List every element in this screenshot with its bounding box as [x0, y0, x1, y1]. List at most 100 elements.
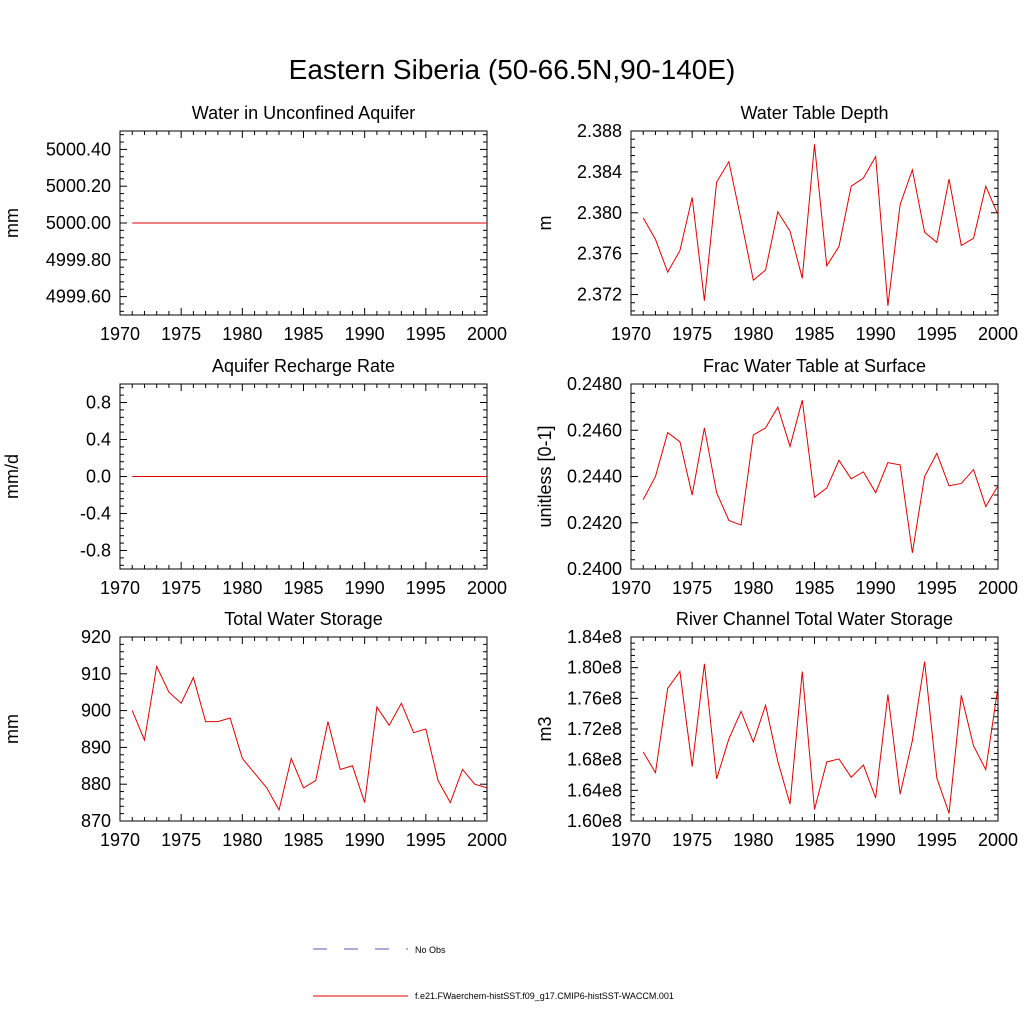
y-tick-label: 0.2460: [567, 420, 622, 440]
x-tick-label: 2000: [978, 324, 1018, 344]
y-tick-label: 1.76e8: [567, 688, 622, 708]
x-tick-label: 1975: [161, 324, 201, 344]
y-axis-label: mm: [2, 208, 22, 238]
chart-panel-6: River Channel Total Water Storage 1970 197…: [535, 609, 1018, 850]
series-line: [131, 664, 488, 812]
y-tick-label: 0.2480: [567, 374, 622, 394]
x-tick-label: 2000: [467, 578, 507, 598]
x-tick-label: 1995: [917, 578, 957, 598]
x-tick-label: 1995: [406, 578, 446, 598]
x-tick-label: 1980: [222, 324, 262, 344]
x-tick-label: 1990: [345, 324, 385, 344]
x-tick-label: 1990: [345, 578, 385, 598]
y-axis-label: unitless [0-1]: [535, 425, 555, 527]
y-tick-label: 880: [81, 774, 111, 794]
x-tick-label: 1995: [917, 830, 957, 850]
y-tick-label: 2.384: [577, 162, 622, 182]
chart-title: Total Water Storage: [224, 609, 382, 629]
y-tick-label: 2.388: [577, 121, 622, 141]
y-tick-label: 1.68e8: [567, 750, 622, 770]
y-tick-label: 0.8: [86, 393, 111, 413]
y-tick-label: 2.380: [577, 203, 622, 223]
y-tick-label: 900: [81, 701, 111, 721]
chart-title: River Channel Total Water Storage: [676, 609, 953, 629]
chart-panel-2: Water Table Depth 1970 1975 1980 1985 1990 199…: [535, 103, 1018, 344]
x-tick-label: 1985: [283, 324, 323, 344]
x-tick-label: 1975: [161, 830, 201, 850]
legend-label-model: f.e21.FWaerchem-histSST.f09_g17.CMIP6-hi…: [415, 991, 674, 1001]
plot-frame: [119, 636, 488, 822]
x-tick-label: 1990: [856, 578, 896, 598]
chart-panel-1: Water in Unconfined Aquifer 1970 1975 1980 1…: [2, 103, 507, 344]
legend-label-no-obs: No Obs: [415, 945, 446, 955]
x-tick-label: 1970: [611, 324, 651, 344]
x-tick-label: 1990: [345, 830, 385, 850]
y-tick-label: 870: [81, 811, 111, 831]
x-tick-label: 1985: [794, 324, 834, 344]
y-axis-label: mm/d: [2, 454, 22, 499]
x-tick-label: 1970: [611, 578, 651, 598]
x-tick-label: 1975: [672, 830, 712, 850]
y-axis-label: m3: [535, 716, 555, 741]
y-tick-label: 0.2440: [567, 467, 622, 487]
y-tick-label: 910: [81, 664, 111, 684]
x-tick-label: 1995: [406, 324, 446, 344]
x-tick-label: 2000: [978, 830, 1018, 850]
x-tick-label: 1975: [161, 578, 201, 598]
x-tick-label: 1995: [406, 830, 446, 850]
figure-title: Eastern Siberia (50-66.5N,90-140E): [288, 54, 736, 85]
y-tick-label: -0.4: [80, 504, 111, 524]
y-tick-label: 0.4: [86, 430, 111, 450]
x-tick-label: 1970: [611, 830, 651, 850]
chart-title: Aquifer Recharge Rate: [212, 356, 395, 376]
x-tick-label: 1995: [917, 324, 957, 344]
y-tick-label: 1.72e8: [567, 719, 622, 739]
chart-title: Water Table Depth: [740, 103, 888, 123]
plot-frame: [630, 383, 999, 570]
y-tick-label: 890: [81, 737, 111, 757]
x-tick-label: 1985: [794, 578, 834, 598]
x-tick-label: 2000: [467, 324, 507, 344]
chart-panel-3: Aquifer Recharge Rate 1970 1975 1980 1985 199…: [2, 356, 507, 598]
x-tick-label: 1985: [283, 830, 323, 850]
x-tick-label: 1990: [856, 830, 896, 850]
chart-panel-4: Frac Water Table at Surface 1970 1975 1980 1…: [535, 356, 1018, 598]
y-tick-label: -0.8: [80, 541, 111, 561]
y-tick-label: 5000.40: [46, 139, 111, 159]
x-tick-label: 1980: [222, 830, 262, 850]
x-tick-label: 1975: [672, 324, 712, 344]
y-tick-label: 920: [81, 627, 111, 647]
chart-panel-5: Total Water Storage 1970 1975 1980 1985 1990 1…: [2, 609, 507, 850]
x-tick-label: 2000: [467, 830, 507, 850]
y-axis-label: mm: [2, 714, 22, 744]
x-tick-label: 2000: [978, 578, 1018, 598]
y-tick-label: 4999.60: [46, 287, 111, 307]
series-line: [642, 400, 999, 553]
x-tick-label: 1990: [856, 324, 896, 344]
y-tick-label: 0.2400: [567, 559, 622, 579]
y-tick-label: 1.84e8: [567, 627, 622, 647]
x-tick-label: 1980: [733, 578, 773, 598]
x-tick-label: 1985: [794, 830, 834, 850]
x-tick-label: 1980: [733, 324, 773, 344]
y-tick-label: 4999.80: [46, 250, 111, 270]
y-tick-label: 1.60e8: [567, 811, 622, 831]
series-line: [642, 144, 999, 306]
chart-title: Water in Unconfined Aquifer: [192, 103, 415, 123]
plot-frame: [630, 636, 999, 822]
x-tick-label: 1970: [100, 324, 140, 344]
legend: No Obs f.e21.FWaerchem-histSST.f09_g17.C…: [313, 945, 674, 1001]
y-tick-label: 5000.20: [46, 176, 111, 196]
x-tick-label: 1970: [100, 578, 140, 598]
x-tick-label: 1980: [222, 578, 262, 598]
series-line: [642, 661, 999, 814]
x-tick-label: 1985: [283, 578, 323, 598]
y-tick-label: 5000.00: [46, 213, 111, 233]
y-tick-label: 0.2420: [567, 513, 622, 533]
y-tick-label: 2.372: [577, 285, 622, 305]
x-tick-label: 1980: [733, 830, 773, 850]
y-axis-label: m: [535, 216, 555, 231]
y-tick-label: 0.0: [86, 467, 111, 487]
y-tick-label: 1.80e8: [567, 658, 622, 678]
